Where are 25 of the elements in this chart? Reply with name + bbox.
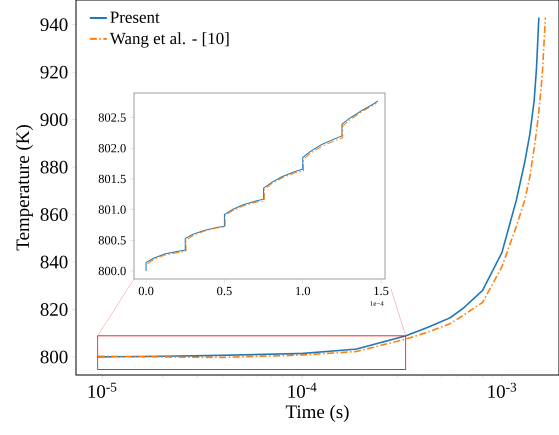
legend-label: Wang et al. - [10] [110,32,229,48]
x-tick-label: 10$^{-4}$ [288,382,317,398]
y-tick-label: 801.0 [98,205,126,214]
y-tick-label: 802.5 [98,113,126,122]
y-tick-label: 940 [40,18,68,32]
y-tick-label: 801.5 [98,174,126,184]
x-tick-label: 0.0 [138,286,154,296]
x-tick-label: 10$^{-3}$ [488,382,516,398]
x-axis-title: Time (s) [286,404,349,422]
y-tick-label: 900 [40,113,68,126]
y-tick-label: 840 [40,256,68,268]
x-tick-label: 0.5 [217,286,232,296]
y-tick-label: 800.5 [98,236,126,245]
y-tick-label: 802.0 [98,144,126,152]
y-tick-label: 800 [40,350,68,364]
x-tick-label: 1.5 [374,286,388,296]
y-tick-label: 860 [40,208,68,221]
y-tick-label: 880 [40,160,68,174]
y-axis-title: Temperature (K) [16,125,33,250]
y-tick-label: 800.0 [98,266,126,276]
x-tick-label: 1.0 [296,286,310,296]
legend-label: Present [110,12,160,23]
y-tick-label: 820 [40,303,68,316]
x-tick-label: 10$^{-5}$ [88,382,116,398]
y-tick-label: 920 [40,66,68,79]
